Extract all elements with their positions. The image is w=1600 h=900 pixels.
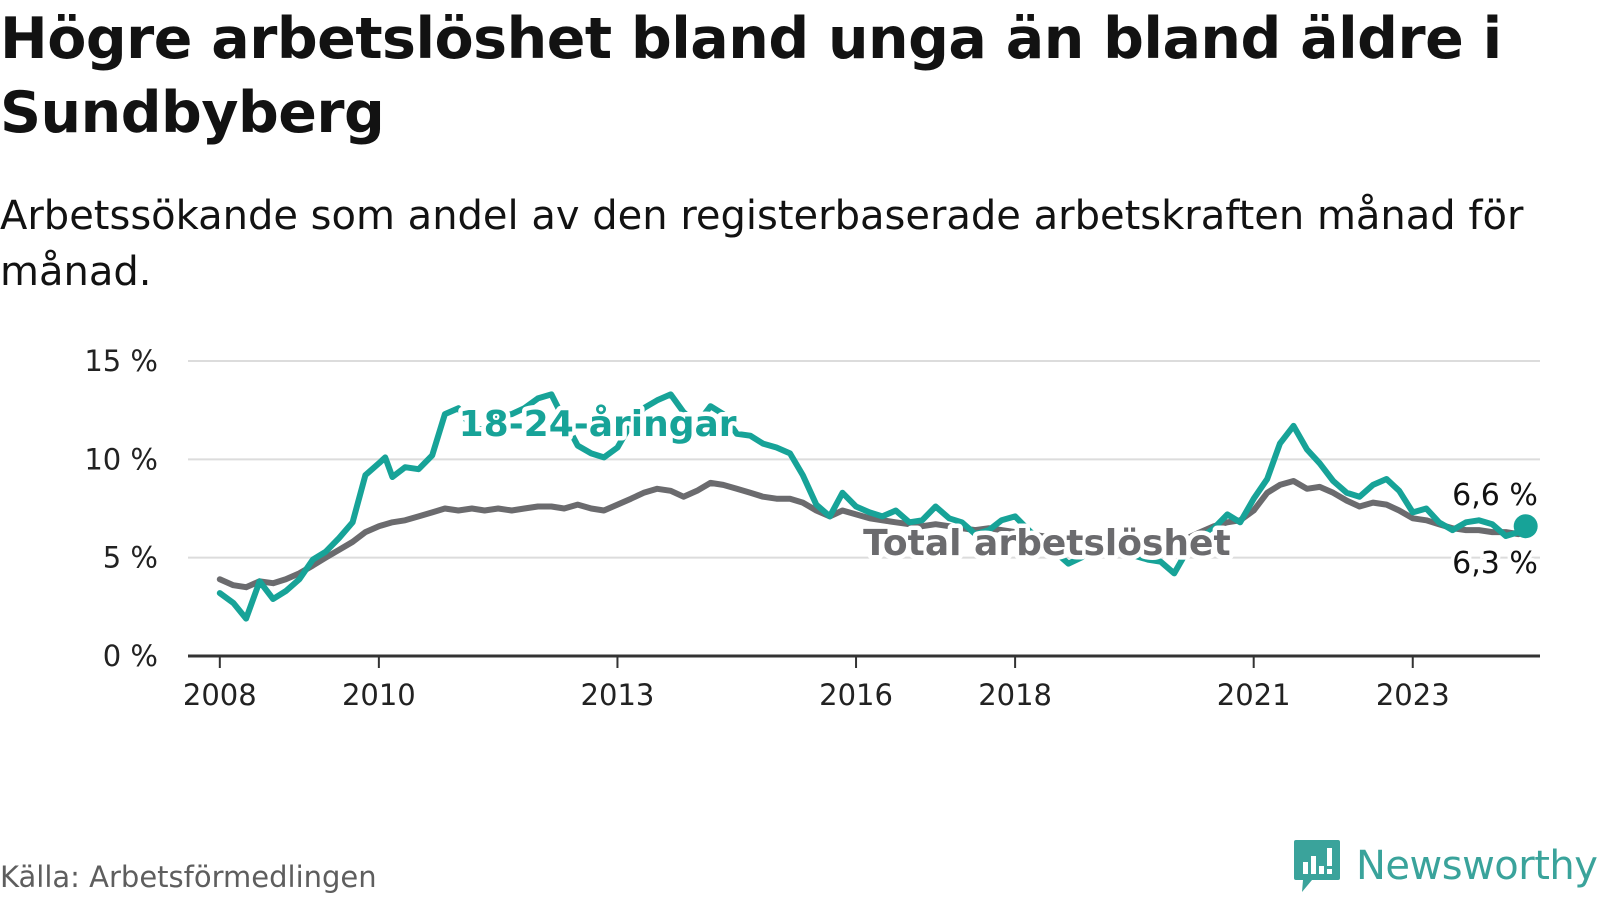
- y-tick-label: 15 %: [84, 344, 158, 378]
- youth-series-label: 18-24-åringar: [459, 404, 737, 445]
- youth-series-line: [216, 391, 1529, 622]
- axes: 0 % 5 % 10 % 15 % 2008 2010 2013 2016 2018 2021 20…: [84, 344, 1540, 712]
- y-tick-label: 10 %: [84, 442, 158, 476]
- x-tick-label: 2013: [581, 678, 655, 712]
- newsworthy-brand: Newsworthy: [1292, 838, 1598, 894]
- total-series-line: [216, 478, 1529, 591]
- total-series-label: Total arbetslöshet: [863, 523, 1231, 564]
- x-tick-label: 2008: [183, 678, 257, 712]
- x-tick-label: 2021: [1217, 678, 1291, 712]
- total-end-value-label: 6,3 %: [1452, 546, 1538, 581]
- x-tick-label: 2018: [978, 678, 1052, 712]
- y-tick-label: 5 %: [103, 541, 158, 575]
- youth-endpoint-marker: [1513, 514, 1538, 539]
- brand-name: Newsworthy: [1356, 843, 1598, 889]
- youth-end-value-label: 6,6 %: [1452, 478, 1538, 513]
- x-tick-label: 2023: [1376, 678, 1450, 712]
- x-tick-label: 2016: [819, 678, 893, 712]
- y-tick-label: 0 %: [103, 639, 158, 673]
- series-lines: [216, 391, 1538, 622]
- x-tick-label: 2010: [342, 678, 416, 712]
- chart-subtitle: Arbetssökande som andel av den registerb…: [0, 193, 1524, 295]
- series-labels: 18-24-åringar Total arbetslöshet 6,6 % 6,3 …: [454, 400, 1541, 585]
- chart-title: Högre arbetslöshet bland unga än bland ä…: [0, 6, 1502, 146]
- source-note: Källa: Arbetsförmedlingen: [0, 860, 377, 894]
- line-chart: 0 % 5 % 10 % 15 % 2008 2010 2013 2016 2018 2021 20…: [84, 344, 1541, 712]
- newsworthy-logo-icon: [1294, 840, 1340, 892]
